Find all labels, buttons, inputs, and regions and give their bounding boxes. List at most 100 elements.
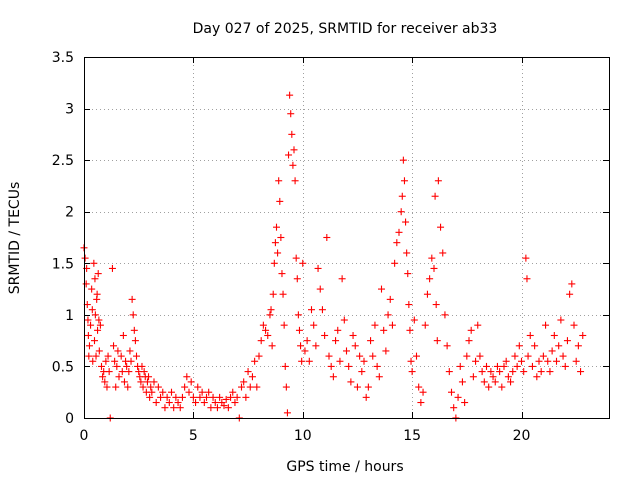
data-point bbox=[299, 259, 307, 267]
data-point bbox=[92, 352, 100, 360]
data-point bbox=[568, 280, 576, 288]
data-point bbox=[127, 357, 135, 365]
y-tick-labels: 0 0.5 1 1.5 2 2.5 3 3.5 bbox=[52, 50, 74, 427]
data-point bbox=[439, 249, 447, 257]
data-point bbox=[294, 311, 302, 319]
data-point bbox=[95, 347, 103, 355]
data-point bbox=[222, 395, 230, 403]
data-point bbox=[138, 362, 146, 370]
data-point bbox=[113, 362, 121, 370]
data-point bbox=[338, 275, 346, 283]
data-point bbox=[290, 146, 298, 154]
data-point bbox=[131, 337, 139, 345]
data-point bbox=[118, 368, 126, 376]
data-point bbox=[443, 342, 451, 350]
data-point bbox=[485, 383, 493, 391]
data-points bbox=[80, 91, 587, 422]
data-point bbox=[465, 337, 473, 345]
data-point bbox=[570, 321, 578, 329]
data-point bbox=[461, 399, 469, 407]
data-point bbox=[531, 342, 539, 350]
data-point bbox=[373, 362, 381, 370]
data-point bbox=[297, 342, 305, 350]
data-point bbox=[94, 270, 102, 278]
data-point bbox=[262, 326, 270, 334]
data-point bbox=[407, 357, 415, 365]
data-point bbox=[433, 337, 441, 345]
data-point bbox=[277, 234, 285, 241]
data-point bbox=[542, 321, 550, 329]
data-point bbox=[112, 383, 120, 391]
data-point bbox=[192, 399, 200, 407]
data-point bbox=[415, 383, 423, 391]
data-point bbox=[140, 368, 148, 376]
data-point bbox=[229, 388, 237, 396]
data-point bbox=[314, 264, 322, 272]
data-point bbox=[515, 342, 523, 350]
data-point bbox=[511, 352, 519, 360]
data-point bbox=[125, 368, 133, 376]
data-point bbox=[287, 110, 295, 118]
data-point bbox=[183, 373, 191, 381]
data-point bbox=[546, 368, 554, 376]
data-point bbox=[248, 373, 256, 381]
data-point bbox=[120, 378, 128, 386]
data-point bbox=[325, 352, 333, 360]
data-point bbox=[500, 362, 508, 370]
data-point bbox=[147, 383, 155, 391]
data-point bbox=[563, 337, 571, 345]
data-point bbox=[474, 321, 482, 329]
data-point bbox=[231, 399, 239, 407]
data-point bbox=[528, 362, 536, 370]
data-point bbox=[478, 368, 486, 376]
data-point bbox=[87, 321, 95, 329]
data-point bbox=[522, 254, 530, 262]
data-point bbox=[566, 290, 574, 298]
data-point bbox=[398, 192, 406, 200]
data-point bbox=[487, 368, 495, 376]
data-point bbox=[123, 362, 131, 370]
data-point bbox=[285, 151, 293, 159]
data-point bbox=[88, 306, 96, 314]
data-point bbox=[187, 378, 195, 386]
data-point bbox=[334, 326, 342, 334]
data-point bbox=[129, 311, 137, 319]
x-tick-label: 5 bbox=[189, 428, 198, 444]
data-point bbox=[88, 285, 96, 293]
data-point bbox=[168, 388, 175, 396]
x-tick-label: 10 bbox=[294, 428, 312, 444]
data-point bbox=[358, 368, 366, 376]
data-point bbox=[553, 357, 560, 365]
data-point bbox=[463, 352, 471, 360]
data-point bbox=[535, 357, 543, 365]
data-point bbox=[353, 383, 361, 391]
data-point bbox=[281, 362, 289, 370]
data-point bbox=[476, 352, 484, 360]
data-point bbox=[255, 352, 263, 360]
data-point bbox=[496, 368, 504, 376]
data-point bbox=[269, 290, 277, 298]
data-point bbox=[419, 388, 427, 396]
data-point bbox=[489, 373, 497, 381]
data-point bbox=[400, 177, 408, 185]
data-point bbox=[356, 352, 364, 360]
data-point bbox=[561, 362, 569, 370]
data-point bbox=[289, 161, 297, 169]
data-point bbox=[133, 352, 140, 360]
data-point bbox=[257, 337, 265, 345]
data-point bbox=[417, 399, 425, 407]
data-point bbox=[410, 316, 418, 324]
data-point bbox=[146, 393, 154, 401]
data-point bbox=[274, 249, 282, 257]
data-point bbox=[526, 331, 534, 339]
data-point bbox=[405, 301, 413, 309]
data-point bbox=[200, 399, 208, 407]
data-point bbox=[238, 383, 245, 391]
data-point bbox=[323, 234, 331, 241]
data-point bbox=[185, 388, 193, 396]
data-point bbox=[84, 316, 92, 324]
data-point bbox=[312, 342, 320, 350]
data-point bbox=[98, 362, 105, 370]
data-point bbox=[351, 342, 359, 350]
